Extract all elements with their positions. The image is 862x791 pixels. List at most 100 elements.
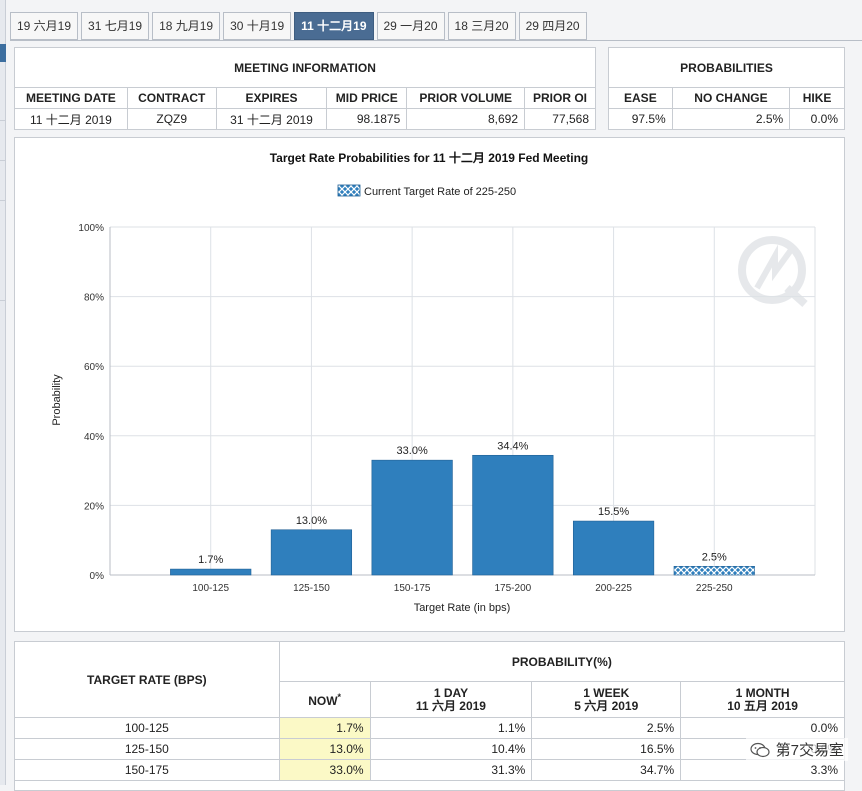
data-label: 33.0% xyxy=(397,445,428,457)
probabilities-table: PROBABILITIES EASE NO CHANGE HIKE 97.5% … xyxy=(608,47,845,130)
hike-value: 0.0% xyxy=(789,108,845,130)
contract-value: ZQZ9 xyxy=(126,108,217,130)
now-cell: 13.0% xyxy=(278,738,371,760)
y-tick-label: 100% xyxy=(78,223,104,234)
bar-225-250 xyxy=(673,565,755,576)
tab-meeting-4-active[interactable]: 11 十二月19 xyxy=(294,12,374,40)
header-target-rate: TARGET RATE (BPS) xyxy=(14,641,280,718)
header-hike: HIKE xyxy=(789,87,845,109)
table-row: 125-150 13.0% 10.4% 16.5% 0.8% xyxy=(14,738,845,760)
x-tick-label: 225-250 xyxy=(696,583,733,594)
header-1-week: 1 WEEK 5 六月 2019 xyxy=(531,681,682,718)
now-cell: 33.0% xyxy=(278,759,371,781)
rate-cell: 100-125 xyxy=(14,717,280,739)
data-label: 2.5% xyxy=(702,551,727,563)
data-label: 34.4% xyxy=(497,440,528,452)
target-rate-probability-chart: Target Rate Probabilities for 11 十二月 201… xyxy=(51,150,816,614)
month-cell: 3.3% xyxy=(680,759,845,781)
y-tick-label: 40% xyxy=(84,432,104,443)
header-expires: EXPIRES xyxy=(215,87,328,109)
header-ease: EASE xyxy=(608,87,673,109)
bar-175-200 xyxy=(472,454,554,576)
now-cell: 1.7% xyxy=(278,717,371,739)
left-panel-divider xyxy=(0,160,6,161)
header-1-month-date: 10 五月 2019 xyxy=(727,698,798,713)
prior-oi-value: 77,568 xyxy=(524,108,596,130)
meeting-information-table: MEETING INFORMATION MEETING DATE CONTRAC… xyxy=(14,47,596,130)
header-now-footnote-mark: * xyxy=(337,691,342,702)
left-panel-marker xyxy=(0,44,6,62)
x-tick-label: 100-125 xyxy=(192,583,229,594)
header-prior-oi: PRIOR OI xyxy=(524,87,596,109)
left-panel-divider xyxy=(0,200,6,201)
bar-200-225 xyxy=(572,520,655,576)
header-no-change: NO CHANGE xyxy=(671,87,791,109)
meeting-information-title: MEETING INFORMATION xyxy=(14,47,596,88)
header-probability-group: PROBABILITY(%) xyxy=(278,641,846,682)
week-cell: 16.5% xyxy=(531,738,682,760)
bar-125-150 xyxy=(270,529,353,576)
tab-meeting-6[interactable]: 18 三月20 xyxy=(447,12,516,40)
header-1-week-label: 1 WEEK xyxy=(583,685,630,700)
header-meeting-date: MEETING DATE xyxy=(14,87,128,109)
day-cell: 1.1% xyxy=(369,717,533,739)
x-axis-label: Target Rate (in bps) xyxy=(414,602,511,614)
bar-100-125 xyxy=(170,568,252,576)
week-cell: 34.7% xyxy=(531,759,682,781)
chart-panel: Target Rate Probabilities for 11 十二月 201… xyxy=(14,137,845,632)
header-now: NOW* xyxy=(278,681,371,718)
x-tick-label: 150-175 xyxy=(394,583,431,594)
tabbar-underline xyxy=(10,40,862,41)
tab-meeting-7[interactable]: 29 四月20 xyxy=(518,12,587,40)
chart-title: Target Rate Probabilities for 11 十二月 201… xyxy=(270,150,589,165)
tab-meeting-2[interactable]: 18 九月19 xyxy=(152,12,221,40)
ease-value: 97.5% xyxy=(608,108,673,130)
data-label: 13.0% xyxy=(296,515,327,527)
table-row: 150-175 33.0% 31.3% 34.7% 3.3% xyxy=(14,759,845,781)
header-1-day-label: 1 DAY xyxy=(433,685,469,700)
prior-volume-value: 8,692 xyxy=(406,108,526,130)
header-1-month-label: 1 MONTH xyxy=(735,685,790,700)
left-panel-divider xyxy=(0,120,6,121)
bar-150-175 xyxy=(371,459,453,576)
probability-history-panel: TARGET RATE (BPS) PROBABILITY(%) NOW* 1 … xyxy=(14,641,846,791)
header-1-month: 1 MONTH 10 五月 2019 xyxy=(680,681,845,718)
data-label: 1.7% xyxy=(198,554,223,566)
probability-history-table: TARGET RATE (BPS) PROBABILITY(%) NOW* 1 … xyxy=(14,641,846,781)
legend-swatch xyxy=(337,184,361,197)
tab-meeting-1[interactable]: 31 七月19 xyxy=(81,12,150,40)
tab-meeting-0[interactable]: 19 六月19 xyxy=(10,12,79,40)
header-1-day: 1 DAY 11 六月 2019 xyxy=(369,681,533,718)
watermark-text: 第7交易室 xyxy=(775,742,844,759)
no-change-value: 2.5% xyxy=(671,108,791,130)
day-cell: 10.4% xyxy=(369,738,533,760)
day-cell: 31.3% xyxy=(369,759,533,781)
x-tick-label: 200-225 xyxy=(595,583,632,594)
data-label: 15.5% xyxy=(598,506,629,518)
x-tick-label: 175-200 xyxy=(495,583,532,594)
tab-meeting-3[interactable]: 30 十月19 xyxy=(223,12,292,40)
y-tick-label: 80% xyxy=(84,293,104,304)
week-cell: 2.5% xyxy=(531,717,682,739)
y-tick-label: 60% xyxy=(84,362,104,373)
table-row: 100-125 1.7% 1.1% 2.5% 0.0% xyxy=(14,717,845,739)
wechat-icon xyxy=(750,742,770,757)
x-tick-label: 125-150 xyxy=(293,583,330,594)
meeting-tabs: 19 六月19 31 七月19 18 九月19 30 十月19 11 十二月19… xyxy=(10,12,587,40)
header-now-label: NOW xyxy=(308,693,338,708)
chart-watermark-logo xyxy=(738,236,808,307)
rate-cell: 125-150 xyxy=(14,738,280,760)
tab-meeting-5[interactable]: 29 一月20 xyxy=(376,12,445,40)
probabilities-title: PROBABILITIES xyxy=(608,47,845,88)
header-contract: CONTRACT xyxy=(126,87,217,109)
month-cell: 0.0% xyxy=(680,717,845,739)
y-tick-label: 20% xyxy=(84,501,104,512)
y-axis-label: Probability xyxy=(51,374,63,426)
rate-cell: 150-175 xyxy=(14,759,280,781)
header-mid-price: MID PRICE xyxy=(326,87,408,109)
left-panel-edge xyxy=(0,0,6,785)
expires-value: 31 十二月 2019 xyxy=(215,108,328,130)
header-1-week-date: 5 六月 2019 xyxy=(574,698,639,713)
watermark: 第7交易室 xyxy=(745,738,848,761)
legend-label: Current Target Rate of 225-250 xyxy=(364,186,516,198)
